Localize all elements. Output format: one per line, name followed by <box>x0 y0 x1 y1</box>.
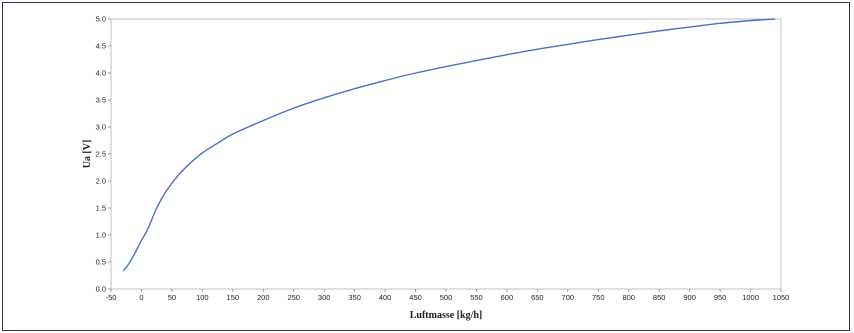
y-tick-label: 4.5 <box>96 42 106 51</box>
x-tick-label: 800 <box>622 293 635 302</box>
y-tick-label: 0.0 <box>96 285 106 294</box>
x-tick-label: 600 <box>501 293 514 302</box>
x-tick-label: 350 <box>348 293 361 302</box>
y-axis: 0.0 0.5 1.0 1.5 2.0 2.5 3.0 3.5 4.0 4.5 5.0 <box>96 15 111 294</box>
y-tick-label: 5.0 <box>96 15 106 24</box>
y-tick-label: 3.5 <box>96 96 106 105</box>
x-axis-title: Luftmasse [kg/h] <box>410 310 483 321</box>
y-tick-label: 4.0 <box>96 69 106 78</box>
x-tick-label: 450 <box>409 293 422 302</box>
x-tick-label: 100 <box>196 293 209 302</box>
x-tick-label: -50 <box>106 293 117 302</box>
x-tick-label: 150 <box>227 293 240 302</box>
plot-area <box>111 19 781 289</box>
x-tick-label: 550 <box>470 293 483 302</box>
x-tick-label: 750 <box>592 293 605 302</box>
y-tick-label: 2.0 <box>96 177 106 186</box>
x-tick-label: 50 <box>168 293 176 302</box>
x-tick-label: 500 <box>440 293 453 302</box>
x-tick-label: 950 <box>714 293 727 302</box>
y-axis-title: Ua [V] <box>82 140 93 169</box>
x-tick-label: 0 <box>139 293 143 302</box>
x-tick-label: 300 <box>318 293 331 302</box>
y-tick-label: 3.0 <box>96 123 106 132</box>
y-tick-label: 1.5 <box>96 204 106 213</box>
x-tick-label: 900 <box>683 293 696 302</box>
x-tick-label: 850 <box>653 293 666 302</box>
x-axis: -50 0 50 100 150 200 250 300 350 400 450 500 550 600 6… <box>106 289 790 302</box>
x-tick-label: 700 <box>562 293 575 302</box>
x-tick-label: 650 <box>531 293 544 302</box>
y-tick-label: 1.0 <box>96 231 106 240</box>
x-tick-label: 200 <box>257 293 270 302</box>
x-tick-label: 250 <box>287 293 300 302</box>
y-tick-label: 0.5 <box>96 258 106 267</box>
y-tick-label: 2.5 <box>96 150 106 159</box>
x-tick-label: 1000 <box>742 293 759 302</box>
x-tick-label: 400 <box>379 293 392 302</box>
x-tick-label: 1050 <box>773 293 790 302</box>
